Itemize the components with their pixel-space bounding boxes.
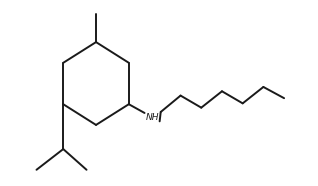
Text: NH: NH xyxy=(145,113,159,122)
